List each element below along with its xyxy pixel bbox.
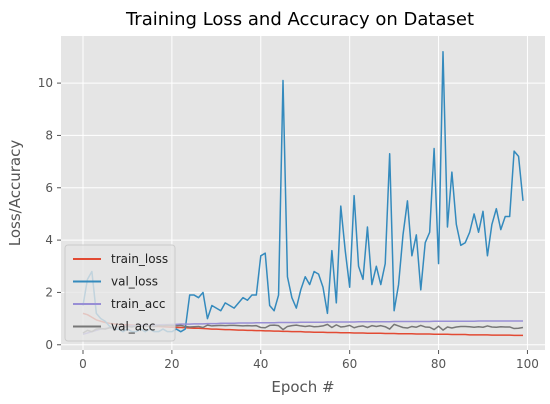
grid	[61, 36, 545, 350]
y-axis-label: Loss/Accuracy	[6, 140, 24, 247]
x-tick-label: 60	[342, 357, 357, 371]
x-axis-label: Epoch #	[271, 378, 334, 396]
legend-entry: train_acc	[111, 297, 165, 311]
x-tick-label: 20	[164, 357, 179, 371]
y-tick-label: 8	[45, 128, 53, 142]
legend-entry: train_loss	[111, 252, 168, 266]
legend-entry: val_acc	[111, 320, 155, 334]
chart-title: Training Loss and Accuracy on Dataset	[125, 9, 474, 30]
legend-box	[64, 244, 176, 342]
y-tick-label: 10	[38, 76, 53, 90]
x-tick-label: 80	[431, 357, 446, 371]
x-tick-label: 0	[79, 357, 87, 371]
x-axis-ticks: 0 20 40 60 80 100	[79, 350, 539, 371]
x-tick-label: 100	[516, 357, 539, 371]
y-tick-label: 4	[45, 233, 53, 247]
x-tick-label: 40	[253, 357, 268, 371]
y-axis-ticks: 0 2 4 6 8 10	[38, 76, 61, 352]
y-tick-label: 0	[45, 338, 53, 352]
y-tick-label: 2	[45, 285, 53, 299]
y-tick-label: 6	[45, 181, 53, 195]
legend: train_loss val_loss train_acc val_acc	[64, 244, 176, 342]
legend-entry: val_loss	[111, 275, 158, 289]
